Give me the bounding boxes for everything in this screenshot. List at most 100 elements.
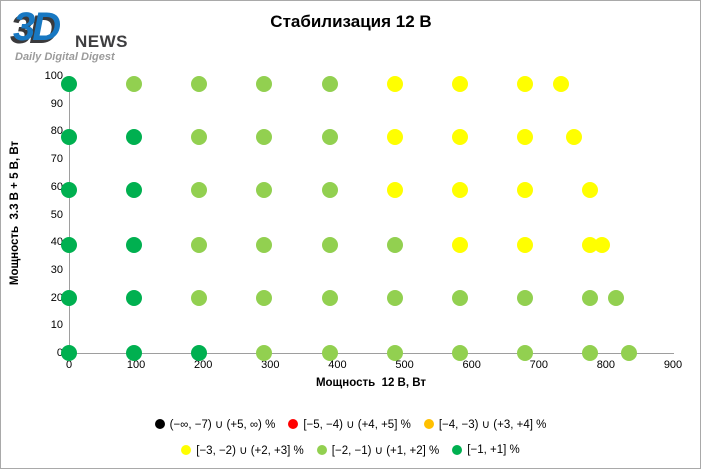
data-point [61,289,77,306]
data-point [256,345,273,361]
data-point [126,128,143,145]
legend-label: [−1, +1] % [467,444,520,456]
x-tick-label: 500 [395,359,414,371]
x-tick-label: 700 [529,359,548,371]
data-point [452,76,469,93]
data-point [191,76,208,93]
data-point [61,345,77,361]
data-point [322,289,339,306]
legend-item: [−5, −4) ∪ (+4, +5] % [288,417,411,431]
legend-marker-icon [316,445,327,455]
data-point [61,181,77,198]
data-point [126,76,143,93]
data-point [126,345,143,361]
data-point [387,181,404,198]
data-point [322,345,339,361]
data-point [256,236,273,253]
legend-marker-icon [423,419,434,429]
data-point [322,181,339,198]
y-tick-label: 50 [50,208,63,221]
data-point [552,76,569,93]
x-tick-label: 200 [194,359,213,371]
chart-title: Стабилизация 12 В [270,12,432,31]
legend-marker-icon [288,419,299,429]
data-point [191,236,208,253]
y-tick-label: 20 [50,291,63,304]
data-point [582,345,599,361]
data-point [452,236,469,253]
x-tick-label: 300 [261,359,280,371]
legend-label: [−2, −1) ∪ (+1, +2] % [331,445,440,457]
data-point [387,236,404,253]
data-point [126,181,143,198]
data-point [191,128,208,145]
data-point [607,289,624,306]
x-axis-title: Мощность 12 В, Вт [315,377,427,389]
data-point [126,236,143,253]
legend-item: (−∞, −7) ∪ (+5, ∞) % [154,417,276,431]
x-tick-label: 100 [126,359,146,371]
y-tick-label: 90 [50,97,63,110]
data-point [256,128,273,145]
legend-row: [−3, −2) ∪ (+2, +3] % [−2, −1) ∪ (+1, +2]… [1,437,700,463]
data-point [191,181,208,198]
y-axis-title: Мощность 3.3 В + 5 В, Вт [9,140,21,286]
y-tick-label: 40 [50,236,63,249]
logo-tagline: Daily Digital Digest [15,51,115,63]
data-point [322,76,339,93]
y-tick-label: 10 [50,319,63,332]
data-point [582,181,599,198]
data-point [517,289,534,306]
data-point [593,236,610,253]
data-point [256,289,273,306]
legend-item: [−4, −3) ∪ (+3, +4] % [423,417,546,431]
data-point [620,345,637,361]
legend-row: (−∞, −7) ∪ (+5, ∞) % [−5, −4) ∪ (+4, +5] … [1,411,700,437]
data-point [517,76,534,93]
x-tick-label: 600 [462,359,481,371]
legend-item: [−3, −2) ∪ (+2, +3] % [181,443,304,457]
y-tick-label: 0 [56,347,63,359]
data-point [387,345,404,361]
data-point [256,181,273,198]
x-tick-label: 0 [65,359,73,371]
data-point [452,345,469,361]
logo-3d-icon: 3D [13,5,61,49]
data-point [566,128,583,145]
x-tick-label: 400 [328,359,347,371]
data-point [387,76,404,93]
data-point [387,289,404,306]
data-point [191,345,208,361]
logo-news-text: NEWS [75,32,128,51]
data-point [61,76,77,93]
legend-item: [−2, −1) ∪ (+1, +2] % [316,443,440,457]
data-point [452,128,469,145]
data-point [126,289,143,306]
legend-label: (−∞, −7) ∪ (+5, ∞) % [169,419,276,431]
data-point [517,181,534,198]
legend-marker-icon [154,419,165,429]
data-point [452,289,469,306]
chart-legend: (−∞, −7) ∪ (+5, ∞) % [−5, −4) ∪ (+4, +5] … [1,411,700,463]
data-point [61,236,77,253]
data-point [387,128,404,145]
data-point [61,128,77,145]
y-tick-label: 100 [44,70,63,82]
data-point [452,181,469,198]
x-tick-label: 800 [596,359,616,371]
x-axis-line [69,353,674,354]
legend-item: [−1, +1] % [452,444,520,456]
y-axis-line [69,76,70,354]
y-tick-label: 30 [50,263,63,276]
x-tick-label: 900 [663,359,683,371]
data-point [517,345,534,361]
legend-label: [−3, −2) ∪ (+2, +3] % [196,445,304,457]
data-point [256,76,273,93]
data-point [582,289,599,306]
data-point [191,289,208,306]
data-point [517,128,534,145]
y-tick-label: 70 [50,153,63,166]
legend-marker-icon [452,445,463,455]
